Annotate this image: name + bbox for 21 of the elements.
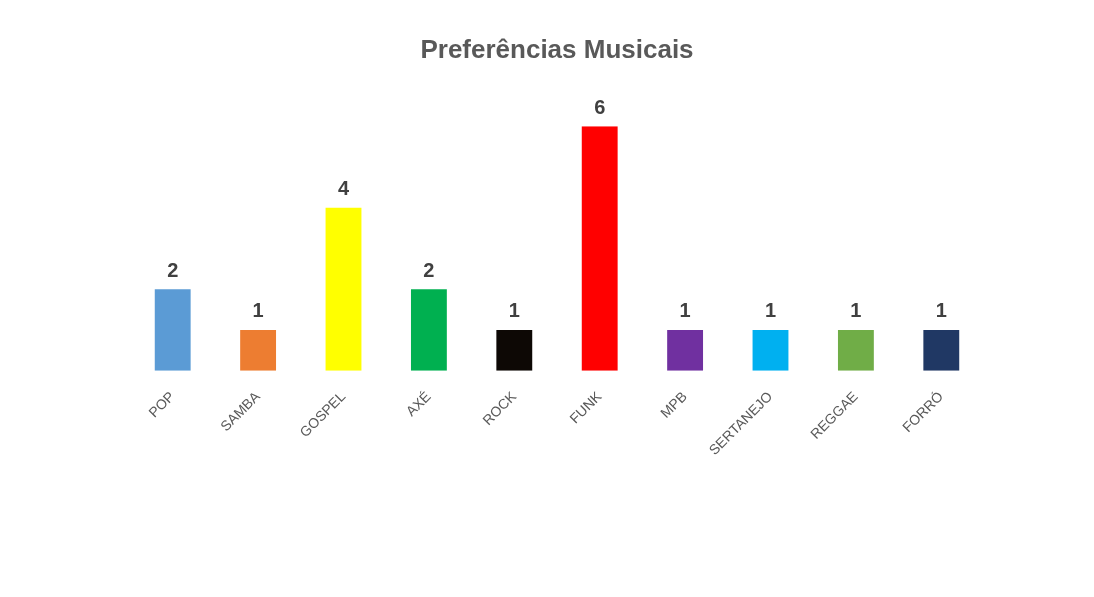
data-label: 4 <box>337 177 350 200</box>
bar <box>752 329 789 371</box>
bar <box>325 207 362 371</box>
bar <box>240 329 277 371</box>
bar <box>581 126 618 371</box>
chart-title: Preferências Musicais <box>420 33 694 64</box>
data-label: 1 <box>935 299 947 322</box>
data-label: 6 <box>594 95 606 118</box>
bar <box>837 329 874 371</box>
bar <box>154 289 191 371</box>
data-label: 1 <box>850 299 862 322</box>
data-label: 1 <box>679 299 691 322</box>
data-label: 2 <box>423 258 435 281</box>
data-label: 2 <box>167 258 179 281</box>
bar <box>667 329 704 371</box>
bar <box>496 329 533 371</box>
bar <box>923 329 960 371</box>
data-label: 1 <box>508 299 520 322</box>
bar <box>410 289 447 371</box>
data-label: 1 <box>764 299 777 322</box>
data-label: 1 <box>252 299 264 322</box>
